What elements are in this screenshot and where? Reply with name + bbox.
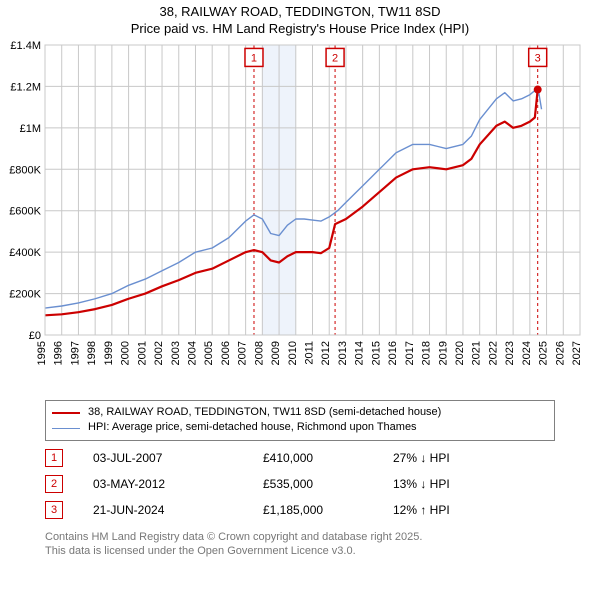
- legend-row-property: 38, RAILWAY ROAD, TEDDINGTON, TW11 8SD (…: [52, 405, 548, 420]
- marker-price-1: £410,000: [263, 451, 363, 465]
- legend-row-hpi: HPI: Average price, semi-detached house,…: [52, 420, 548, 435]
- svg-text:£200K: £200K: [9, 289, 41, 301]
- svg-text:£600K: £600K: [9, 206, 41, 218]
- svg-text:2015: 2015: [370, 341, 382, 365]
- marker-row-2: 2 03-MAY-2012 £535,000 13% ↓ HPI: [45, 471, 555, 497]
- legend-label-property: 38, RAILWAY ROAD, TEDDINGTON, TW11 8SD (…: [88, 405, 441, 420]
- svg-text:£1.4M: £1.4M: [10, 40, 41, 52]
- svg-text:2022: 2022: [487, 341, 499, 365]
- svg-text:2010: 2010: [287, 341, 299, 365]
- svg-text:2003: 2003: [170, 341, 182, 365]
- marker-date-1: 03-JUL-2007: [93, 451, 233, 465]
- svg-text:£400K: £400K: [9, 247, 41, 259]
- svg-text:2004: 2004: [186, 341, 198, 365]
- svg-text:2027: 2027: [571, 341, 583, 365]
- marker-row-1: 1 03-JUL-2007 £410,000 27% ↓ HPI: [45, 445, 555, 471]
- svg-text:£1M: £1M: [20, 123, 41, 135]
- marker-badge-1: 1: [45, 449, 63, 467]
- svg-text:1996: 1996: [53, 341, 65, 365]
- svg-text:2007: 2007: [237, 341, 249, 365]
- svg-text:1999: 1999: [103, 341, 115, 365]
- svg-text:£0: £0: [29, 330, 41, 342]
- svg-text:2023: 2023: [504, 341, 516, 365]
- footer-line1: Contains HM Land Registry data © Crown c…: [45, 530, 565, 544]
- marker-delta-2: 13% ↓ HPI: [393, 477, 513, 491]
- marker-badge-3: 3: [45, 501, 63, 519]
- marker-badge-2: 2: [45, 475, 63, 493]
- svg-text:1997: 1997: [69, 341, 81, 365]
- svg-text:£800K: £800K: [9, 164, 41, 176]
- svg-text:2009: 2009: [270, 341, 282, 365]
- svg-text:2012: 2012: [320, 341, 332, 365]
- svg-text:2016: 2016: [387, 341, 399, 365]
- svg-text:2019: 2019: [437, 341, 449, 365]
- marker-table: 1 03-JUL-2007 £410,000 27% ↓ HPI 2 03-MA…: [45, 445, 555, 523]
- svg-text:2005: 2005: [203, 341, 215, 365]
- svg-text:1995: 1995: [36, 341, 48, 365]
- legend: 38, RAILWAY ROAD, TEDDINGTON, TW11 8SD (…: [45, 400, 555, 441]
- svg-text:2002: 2002: [153, 341, 165, 365]
- svg-text:2026: 2026: [554, 341, 566, 365]
- svg-text:2017: 2017: [404, 341, 416, 365]
- svg-text:2000: 2000: [120, 341, 132, 365]
- footer: Contains HM Land Registry data © Crown c…: [45, 530, 565, 559]
- title-line2: Price paid vs. HM Land Registry's House …: [0, 21, 600, 36]
- svg-text:2020: 2020: [454, 341, 466, 365]
- svg-text:2021: 2021: [471, 341, 483, 365]
- price-chart: £0 £200K £400K £600K £800K £1M £1.2M £1.4M 1995 1…: [0, 40, 600, 395]
- marker-row-3: 3 21-JUN-2024 £1,185,000 12% ↑ HPI: [45, 497, 555, 523]
- svg-text:2025: 2025: [538, 341, 550, 365]
- legend-swatch-blue: [52, 428, 80, 429]
- svg-text:3: 3: [535, 52, 541, 64]
- marker-delta-1: 27% ↓ HPI: [393, 451, 513, 465]
- legend-swatch-red: [52, 412, 80, 414]
- svg-text:2008: 2008: [253, 341, 265, 365]
- svg-text:1: 1: [251, 52, 257, 64]
- marker-delta-3: 12% ↑ HPI: [393, 503, 513, 517]
- marker-date-3: 21-JUN-2024: [93, 503, 233, 517]
- svg-text:2001: 2001: [136, 341, 148, 365]
- svg-text:2011: 2011: [304, 341, 316, 365]
- marker-price-3: £1,185,000: [263, 503, 363, 517]
- marker-price-2: £535,000: [263, 477, 363, 491]
- marker-date-2: 03-MAY-2012: [93, 477, 233, 491]
- svg-text:2013: 2013: [337, 341, 349, 365]
- svg-text:2014: 2014: [354, 341, 366, 365]
- footer-line2: This data is licensed under the Open Gov…: [45, 544, 565, 558]
- svg-text:2024: 2024: [521, 341, 533, 365]
- legend-label-hpi: HPI: Average price, semi-detached house,…: [88, 420, 417, 435]
- svg-text:£1.2M: £1.2M: [10, 81, 41, 93]
- title-line1: 38, RAILWAY ROAD, TEDDINGTON, TW11 8SD: [0, 4, 600, 19]
- svg-text:2: 2: [332, 52, 338, 64]
- svg-text:2018: 2018: [421, 341, 433, 365]
- svg-text:2006: 2006: [220, 341, 232, 365]
- svg-text:1998: 1998: [86, 341, 98, 365]
